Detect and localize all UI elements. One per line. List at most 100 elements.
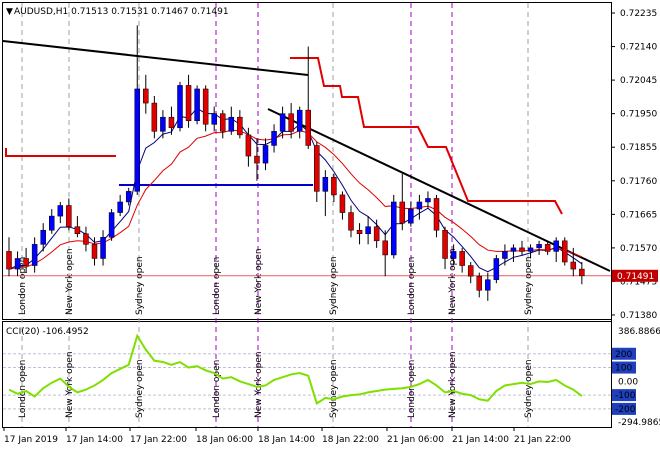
price-tick-label: 0.71760 <box>620 177 657 187</box>
time-tick-label: 21 Jan 22:00 <box>514 435 571 445</box>
stop-line-right[interactable] <box>290 57 563 215</box>
candle-bear <box>305 109 311 146</box>
candle-bull <box>31 244 38 266</box>
candle-bull <box>14 258 21 270</box>
candle-bull <box>262 145 269 164</box>
cci-tick-label: 0.00 <box>618 377 638 387</box>
session-label-cci: London open <box>407 360 417 418</box>
chart-title: AUDUSD,H1 0.71513 0.71531 0.71467 0.7149… <box>14 7 229 17</box>
stop-line-left[interactable] <box>5 148 116 157</box>
candle-bull <box>365 226 371 235</box>
candle-bull <box>322 176 329 192</box>
candle-bear <box>399 201 406 224</box>
session-separators: London open London open New York open New Y… <box>18 3 534 427</box>
candle-bull <box>510 247 517 252</box>
candle-bear <box>91 244 98 259</box>
time-tick-label: 21 Jan 06:00 <box>387 435 444 445</box>
session-label-cci: London open <box>212 360 222 418</box>
price-tick-label: 0.71855 <box>620 143 657 153</box>
session-label-cci: New York open <box>65 351 75 418</box>
price-panel-frame <box>2 2 612 320</box>
session-label: London open <box>212 257 222 315</box>
candle-bull <box>493 258 500 280</box>
candle-bull <box>408 208 414 224</box>
price-tick-label: 0.71570 <box>620 244 657 254</box>
candle-bear <box>254 155 260 164</box>
cci-axis: 386.8866 200 100 0.00 -100 -200 -294.9865 <box>612 327 660 428</box>
cci-level-badge <box>612 347 636 360</box>
candle-bear <box>348 212 354 231</box>
current-price-label: 0.71491 <box>617 272 654 282</box>
session-label-cci: New York open <box>448 351 458 418</box>
candle-bull <box>553 240 559 252</box>
candle-bear <box>151 102 158 132</box>
candle-bull <box>194 88 200 121</box>
candle-bear <box>185 85 192 121</box>
session-label: London open <box>407 257 417 315</box>
price-tick-label: 0.71380 <box>620 311 657 321</box>
candle-bear <box>562 240 568 263</box>
candle-bear <box>143 88 149 104</box>
session-label-cci: Sydney open <box>135 359 145 418</box>
session-label: New York open <box>254 248 264 315</box>
candle-bear <box>83 233 89 245</box>
candle-bull <box>100 237 106 259</box>
candle-bull <box>425 198 431 203</box>
time-tick-label: 17 Jan 2019 <box>4 435 58 445</box>
time-tick-label: 18 Jan 06:00 <box>196 435 253 445</box>
cci-level-badge <box>612 361 636 374</box>
candle-bull <box>57 205 64 217</box>
time-tick-label: 17 Jan 14:00 <box>66 435 123 445</box>
cci-level-badge <box>612 389 636 402</box>
candle-bear <box>570 261 577 270</box>
candle-bear <box>476 275 482 291</box>
candle-bull <box>117 201 123 213</box>
candles <box>6 25 585 301</box>
price-tick-label: 0.71475 <box>620 277 657 287</box>
price-axis: 0.72235 0.72140 0.72045 0.71950 0.71855 0.717… <box>611 9 657 321</box>
session-label: New York open <box>65 248 75 315</box>
candle-bull <box>177 85 183 129</box>
candle-bear <box>382 240 388 256</box>
price-tick-label: 0.72045 <box>620 76 657 86</box>
candle-bull <box>527 247 534 252</box>
candle-bull <box>40 229 46 245</box>
candle-bear <box>237 116 243 136</box>
candle-bear <box>544 244 551 252</box>
price-tick-label: 0.72235 <box>620 9 657 19</box>
candle-bear <box>356 229 363 235</box>
candle-bear <box>23 258 29 266</box>
candle-bear <box>433 198 440 231</box>
candle-bear <box>373 226 380 242</box>
candle-bull <box>49 215 55 231</box>
time-tick-label: 17 Jan 22:00 <box>130 435 187 445</box>
candle-bear <box>288 113 294 132</box>
cci-tick-label: 100 <box>615 364 632 374</box>
cci-tick-label: -100 <box>615 391 636 401</box>
candle-bear <box>467 265 474 277</box>
candle-bull <box>502 251 508 259</box>
candle-bull <box>160 116 166 132</box>
cci-line <box>8 333 583 405</box>
session-label-cci: London open <box>18 360 28 418</box>
time-tick-label: 21 Jan 14:00 <box>452 435 509 445</box>
candle-bear <box>66 205 72 227</box>
candle-bear <box>519 247 525 252</box>
candle-bull <box>296 109 303 132</box>
trendline-descending[interactable] <box>267 108 611 272</box>
cci-levels <box>3 353 611 410</box>
session-label: New York open <box>448 248 458 315</box>
drawings <box>2 40 611 272</box>
price-tick-label: 0.72140 <box>620 43 657 53</box>
candle-bear <box>220 113 226 132</box>
candle-bull <box>536 244 542 249</box>
cci-level-badge <box>612 402 636 415</box>
trendline-upper[interactable] <box>2 40 309 76</box>
price-tick-label: 0.71665 <box>620 210 657 220</box>
candle-bull <box>450 251 457 259</box>
cci-tick-label: 386.8866 <box>618 327 660 337</box>
candle-bull <box>279 113 286 132</box>
candle-bull <box>485 279 491 291</box>
candle-bear <box>6 251 12 270</box>
candle-bull <box>125 191 132 203</box>
